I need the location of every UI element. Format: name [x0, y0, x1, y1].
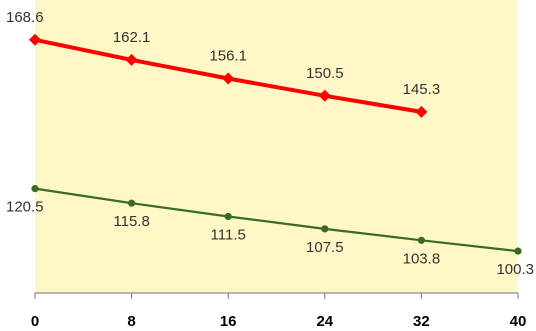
x-axis-tick-labels: 0 8 16 24 32 40	[31, 313, 527, 330]
x-tick-label: 8	[127, 313, 135, 330]
data-point	[318, 89, 331, 102]
data-label: 100.3	[496, 261, 534, 278]
data-point	[125, 53, 138, 66]
data-point	[222, 72, 235, 85]
data-label: 168.6	[6, 9, 44, 26]
x-axis-ticks	[34, 293, 519, 299]
data-labels: 168.6 162.1 156.1 150.5 145.3 120.5 115.8 111.5…	[6, 9, 534, 278]
data-point	[415, 105, 428, 118]
data-label: 162.1	[113, 29, 151, 46]
data-point	[321, 225, 329, 233]
data-point	[514, 247, 522, 255]
data-label: 120.5	[6, 199, 44, 216]
x-tick-label: 16	[220, 313, 237, 330]
x-tick-label: 40	[510, 313, 527, 330]
x-tick-label: 32	[413, 313, 430, 330]
series-line-2	[34, 187, 519, 253]
data-point	[128, 199, 136, 207]
data-label: 107.5	[306, 239, 344, 256]
data-point	[29, 33, 41, 46]
data-point	[31, 185, 39, 193]
data-label: 145.3	[403, 81, 441, 98]
x-tick-label: 24	[316, 313, 333, 330]
data-label: 156.1	[209, 47, 247, 64]
data-point	[224, 212, 232, 221]
data-label: 111.5	[211, 226, 246, 243]
plot-area	[35, 0, 518, 293]
data-label: 103.8	[403, 250, 441, 267]
x-tick-label: 0	[31, 313, 39, 330]
series-markers	[29, 33, 522, 255]
data-label: 150.5	[306, 65, 344, 82]
data-point	[417, 236, 425, 244]
data-label: 115.8	[113, 213, 149, 230]
